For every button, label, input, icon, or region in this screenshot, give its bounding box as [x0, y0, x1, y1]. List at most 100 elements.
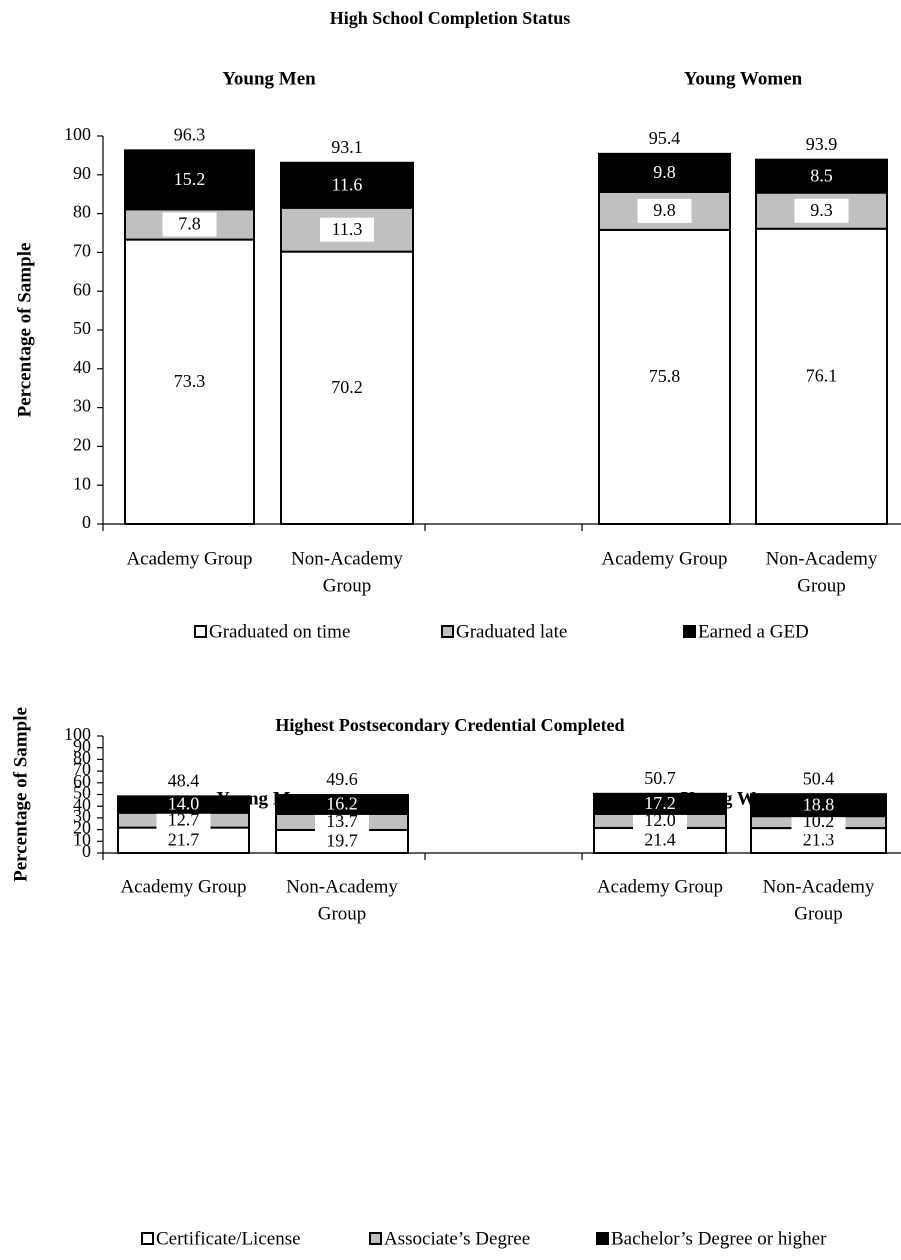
legend-swatch — [441, 625, 454, 638]
y-tick-label: 90 — [73, 736, 91, 756]
data-label-box — [320, 217, 374, 242]
total-label: 93.1 — [331, 137, 363, 157]
chart-high-school-completion: High School Completion Status Percentage … — [14, 8, 901, 642]
data-label: 70.2 — [331, 377, 363, 397]
chart-title: Highest Postsecondary Credential Complet… — [275, 715, 624, 735]
data-label: 12.7 — [168, 809, 200, 829]
y-tick-label: 0 — [82, 512, 91, 532]
category-label: Academy Group — [120, 876, 246, 897]
y-tick-label: 60 — [73, 279, 91, 299]
legend-label: Earned a GED — [698, 621, 809, 642]
y-tick-label: 70 — [73, 241, 91, 261]
data-label: 18.8 — [803, 794, 835, 814]
y-tick-label: 30 — [73, 396, 91, 416]
data-label: 19.7 — [326, 831, 358, 851]
bar-segment — [750, 793, 887, 818]
y-tick-label: 80 — [73, 748, 91, 768]
legend-swatch — [683, 625, 696, 638]
chart-title: High School Completion Status — [330, 8, 571, 28]
bar-segment — [598, 228, 731, 525]
y-tick-label: 10 — [73, 829, 91, 849]
total-label: 50.7 — [644, 768, 676, 788]
legend-swatch — [369, 1232, 382, 1245]
y-axis-label: Percentage of Sample — [14, 243, 35, 418]
data-label: 8.5 — [810, 165, 833, 185]
bar-segment — [275, 793, 409, 815]
legend-label: Graduated late — [456, 621, 567, 642]
legend-swatch — [596, 1232, 609, 1245]
total-label: 49.6 — [326, 769, 358, 789]
y-tick-label: 50 — [73, 318, 91, 338]
category-label: Group — [318, 903, 367, 924]
bar-segment — [280, 161, 414, 209]
total-label: 93.9 — [806, 134, 838, 154]
data-label: 73.3 — [174, 371, 206, 391]
data-label: 75.8 — [649, 366, 681, 386]
y-tick-label: 40 — [73, 794, 91, 814]
bar-segment — [124, 149, 255, 211]
data-label: 15.2 — [174, 169, 206, 189]
data-label: 17.2 — [644, 793, 676, 813]
y-tick-label: 70 — [73, 759, 91, 779]
y-tick-label: 60 — [73, 771, 91, 791]
y-axis-label: Percentage of Sample — [10, 707, 31, 882]
y-tick-label: 80 — [73, 202, 91, 222]
bar-segment — [593, 792, 727, 815]
data-label: 11.3 — [332, 219, 363, 239]
y-tick-label: 20 — [73, 435, 91, 455]
data-label: 16.2 — [326, 794, 358, 814]
group-label: Young Men — [222, 68, 316, 89]
bar-segment — [280, 250, 414, 525]
bar-segment — [755, 227, 888, 525]
category-label: Group — [797, 575, 846, 596]
group-label: Young Women — [684, 68, 803, 89]
data-label-box — [162, 212, 217, 237]
data-label: 9.8 — [653, 200, 676, 220]
category-label: Academy Group — [601, 548, 727, 569]
y-tick-label: 30 — [73, 806, 91, 826]
category-label: Non-Academy — [763, 876, 875, 897]
legend-swatch — [141, 1232, 154, 1245]
legend-label: Graduated on time — [209, 621, 350, 642]
y-tick-label: 100 — [64, 724, 91, 744]
data-label: 9.3 — [810, 200, 833, 220]
category-label: Academy Group — [597, 876, 723, 897]
y-tick-label: 0 — [82, 841, 91, 861]
chart-postsecondary-credential: Highest Postsecondary Credential Complet… — [10, 707, 901, 1249]
legend-swatch — [194, 625, 207, 638]
category-label: Academy Group — [126, 548, 252, 569]
data-label: 12.0 — [644, 810, 676, 830]
bar-segment — [755, 158, 888, 194]
data-label: 9.8 — [653, 162, 676, 182]
data-label: 21.3 — [803, 830, 835, 850]
bar-segment — [598, 152, 731, 193]
y-tick-label: 90 — [73, 163, 91, 183]
total-label: 96.3 — [174, 124, 206, 144]
data-label: 13.7 — [326, 811, 358, 831]
category-label: Group — [323, 575, 372, 596]
data-label-box — [637, 198, 692, 223]
data-label: 14.0 — [168, 794, 200, 814]
category-label: Non-Academy — [766, 548, 878, 569]
category-label: Non-Academy — [291, 548, 403, 569]
data-label: 11.6 — [332, 174, 363, 194]
y-tick-label: 100 — [64, 124, 91, 144]
legend-label: Associate’s Degree — [384, 1228, 530, 1249]
y-tick-label: 20 — [73, 818, 91, 838]
data-label: 21.7 — [168, 829, 200, 849]
legend-label: Bachelor’s Degree or higher — [611, 1228, 827, 1249]
y-tick-label: 10 — [73, 473, 91, 493]
data-label-box — [794, 198, 849, 223]
total-label: 95.4 — [649, 128, 681, 148]
y-tick-label: 50 — [73, 783, 91, 803]
data-label: 7.8 — [178, 214, 201, 234]
data-label: 76.1 — [806, 365, 838, 385]
category-label: Group — [794, 903, 843, 924]
data-label: 21.4 — [644, 830, 676, 850]
category-label: Non-Academy — [286, 876, 398, 897]
total-label: 50.4 — [803, 768, 835, 788]
bar-segment — [117, 795, 250, 814]
legend-label: Certificate/License — [156, 1228, 301, 1249]
total-label: 48.4 — [168, 770, 200, 790]
